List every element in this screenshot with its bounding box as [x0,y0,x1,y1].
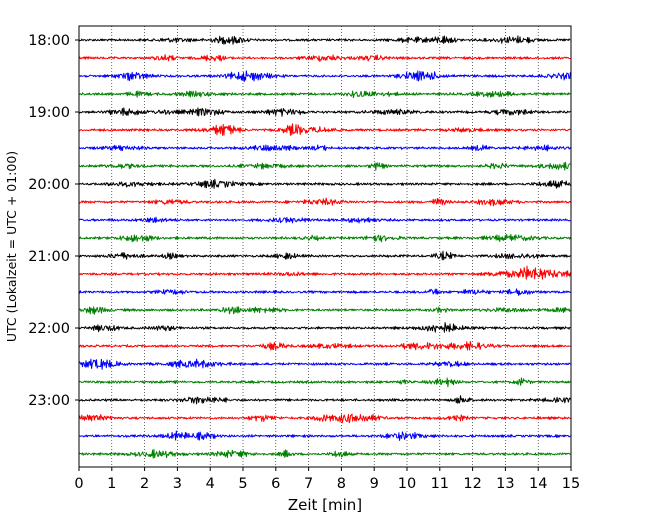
trace-line [78,216,571,224]
y-tick-label: 21:00 [28,249,70,265]
x-axis-label: Zeit [min] [288,496,362,514]
trace-line [78,90,571,99]
y-tick-label: 22:00 [28,321,70,337]
trace-line [78,178,571,189]
x-tick-label: 14 [529,476,547,492]
trace-group [78,35,571,459]
x-tick-label: 7 [304,476,313,492]
x-tick-label: 8 [337,476,346,492]
y-axis-ticks: 18:00 19:00 20:00 21:00 22:00 23:00 [28,33,79,409]
trace-line [78,233,571,243]
trace-line [78,322,571,333]
x-tick-label: 2 [140,476,149,492]
trace-line [78,250,571,261]
x-tick-label: 3 [173,476,182,492]
trace-line [78,265,571,280]
trace-line [78,306,571,315]
trace-line [78,123,571,136]
x-tick-label: 1 [107,476,116,492]
trace-line [78,107,571,117]
y-tick-label: 23:00 [28,393,70,409]
trace-line [78,377,571,388]
trace-line [78,448,571,459]
trace-line [78,358,571,370]
plot-frame [78,25,572,468]
y-tick-label: 20:00 [28,177,70,193]
x-tick-label: 12 [463,476,481,492]
trace-line [78,395,571,405]
x-tick-label: 11 [431,476,449,492]
trace-line [78,70,571,83]
y-tick-label: 18:00 [28,33,70,49]
trace-line [78,35,571,45]
x-tick-label: 0 [74,476,83,492]
y-tick-label: 19:00 [28,105,70,121]
trace-line [78,413,571,424]
trace-line [78,144,571,152]
trace-line [78,197,571,207]
trace-line [78,54,571,63]
x-tick-label: 5 [238,476,247,492]
x-axis-ticks: 0 1 2 3 4 5 6 7 8 9 10 11 12 13 14 15 [74,467,580,492]
x-tick-label: 4 [206,476,215,492]
x-tick-label: 6 [271,476,280,492]
trace-line [78,288,571,296]
x-tick-label: 10 [398,476,416,492]
x-tick-label: 9 [370,476,379,492]
trace-line [78,340,571,351]
x-tick-label: 15 [562,476,580,492]
trace-line [78,430,571,441]
trace-line [78,161,571,171]
x-tick-label: 13 [496,476,514,492]
y-axis-label: UTC (Lokalzeit = UTC + 01:00) [4,151,19,342]
